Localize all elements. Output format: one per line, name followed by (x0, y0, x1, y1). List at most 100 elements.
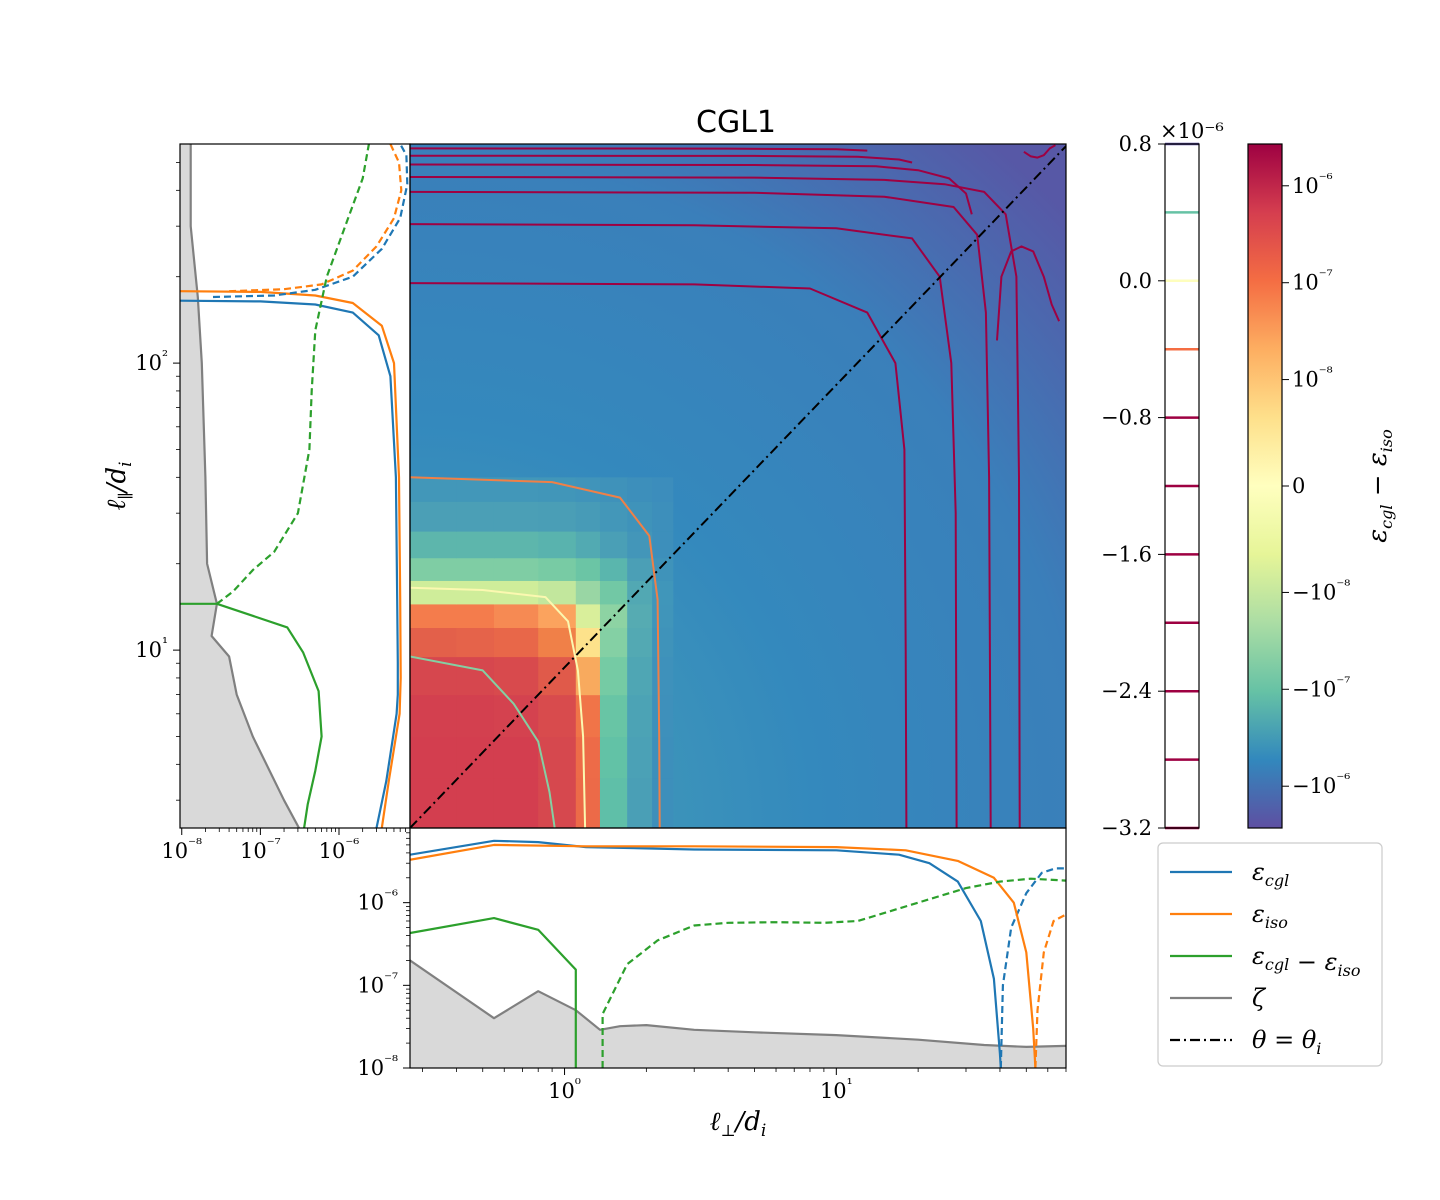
legend-item-eps-cgl: εcgl (1170, 858, 1289, 890)
heatmap-cell (575, 736, 601, 779)
heatmap-cell (627, 694, 653, 738)
legend-label: ζ (1252, 984, 1267, 1012)
bottom-panel: 10⁰ 10¹ 10⁻⁸ 10⁻⁷ 10⁻⁶ ℓ⊥/di (357, 827, 1067, 1141)
heatmap-cell (652, 694, 674, 738)
bottom-series-zeta (410, 959, 1066, 1048)
heatmap-cell (456, 777, 495, 828)
level-bar-multiplier: ×10⁻⁶ (1160, 119, 1224, 143)
bottom-frame (409, 827, 1067, 1069)
heatmap-cell (410, 477, 457, 502)
chart-title: CGL1 (696, 105, 776, 140)
heatmap-cell (538, 531, 577, 559)
contour-line (996, 245, 1061, 341)
left-series-orange_solid (180, 290, 402, 828)
left-x-tick-label: 10⁻⁸ (161, 835, 202, 863)
heatmap-cell (410, 627, 457, 658)
zeta-fill-left (180, 144, 299, 828)
heatmap-cell (599, 627, 628, 658)
heatmap-cell (410, 694, 457, 738)
colorbar-tick-label: 0 (1292, 474, 1305, 498)
value-colorbar: 10⁻⁶ 10⁻⁷ 10⁻⁸ 0 −10⁻⁸ −10⁻⁷ −10⁻⁶ εcgl − εiso (1247, 143, 1396, 829)
left-x-tick-label: 10⁻⁶ (319, 835, 360, 863)
heatmap-cell (493, 501, 539, 532)
heatmap-cell (456, 736, 495, 779)
left-series-blue_dashed (212, 144, 409, 299)
heatmap-cell (410, 656, 457, 696)
heatmap-cell (456, 501, 495, 532)
heatmap-cell (538, 557, 577, 581)
heatmap-cell (652, 603, 674, 628)
contour-line (410, 586, 587, 828)
y-axis-label: ℓ∥/di (102, 461, 136, 510)
heatmap-cell (599, 557, 628, 581)
heatmap-cell (652, 736, 674, 779)
legend-item-theta: θ = θi (1170, 1026, 1321, 1058)
heatmap-cell (538, 736, 577, 779)
main-heatmap (409, 143, 1067, 829)
bottom-series-blue_solid (410, 839, 1002, 1068)
contour-line (410, 476, 661, 828)
heatmap-cell (575, 580, 601, 605)
heatmap-cell (575, 557, 601, 581)
heatmap-cell (652, 627, 674, 658)
contour-line (410, 154, 913, 164)
heatmap-cell (627, 603, 653, 628)
heatmap-cell (456, 477, 495, 502)
heatmap-cell (652, 477, 674, 502)
bottom-series-green_dashed (601, 877, 1066, 1068)
heatmap-cell (627, 656, 653, 696)
left-panel: 10⁻⁸ 10⁻⁷ 10⁻⁶ 10¹ 10² ℓ∥/di (102, 143, 411, 863)
left-x-tick-label: 10⁻⁷ (240, 835, 281, 863)
bottom-series-orange_dashed (1034, 913, 1066, 1068)
left-series-green_dashed (216, 144, 370, 605)
heatmap-cell (410, 557, 457, 581)
colorbar-tick-label: −10⁻⁶ (1292, 770, 1350, 798)
heatmap-cell (652, 531, 674, 559)
legend-item-eps-diff: εcgl − εiso (1170, 942, 1360, 980)
contour-line (410, 223, 958, 828)
heatmap-cell (493, 557, 539, 581)
heatmap-cell (627, 557, 653, 581)
contour-line (410, 176, 1021, 828)
heatmap-cell (652, 777, 674, 828)
heatmap-cell (493, 777, 539, 828)
heatmap-cell (456, 627, 495, 658)
colorbar-label: εcgl − εiso (1363, 429, 1396, 543)
contour-line (410, 163, 973, 215)
heatmap-cell (456, 557, 495, 581)
contour-line (410, 190, 992, 828)
heatmap-cell (410, 501, 457, 532)
heatmap-cell (456, 531, 495, 559)
heatmap-cell (410, 531, 457, 559)
contour-line (1023, 144, 1056, 159)
legend-item-zeta: ζ (1170, 984, 1267, 1012)
heatmap-cell (652, 557, 674, 581)
colorbar-tick-label: 10⁻⁷ (1292, 267, 1333, 295)
bottom-y-tick-label: 10⁻⁶ (357, 887, 398, 915)
heatmap-cell (599, 580, 628, 605)
bottom-series-blue_dashed (999, 867, 1066, 1068)
legend-box (1157, 842, 1383, 1067)
level-tick-label: −3.2 (1101, 816, 1152, 840)
heatmap-cell (575, 777, 601, 828)
heatmap-cell (456, 694, 495, 738)
left-series-orange_dashed (229, 144, 403, 293)
legend-label: θ = θi (1252, 1026, 1321, 1058)
heatmap-cell (493, 603, 539, 628)
colorbar-tick-label: −10⁻⁸ (1292, 576, 1350, 604)
heatmap-cell (538, 656, 577, 696)
heatmap-cell (599, 694, 628, 738)
level-tick-label: 0.0 (1119, 269, 1152, 293)
x-tick-label: 10¹ (820, 1075, 853, 1103)
heatmap-cell (627, 477, 653, 502)
bottom-y-tick-label: 10⁻⁸ (357, 1052, 398, 1080)
heatmap-cell (627, 736, 653, 779)
heatmap-cell (627, 501, 653, 532)
heatmap-cell (575, 501, 601, 532)
heatmap-cell (575, 603, 601, 628)
heatmap-cell (538, 501, 577, 532)
heatmap-cell (627, 580, 653, 605)
bottom-series-orange_solid (410, 843, 1037, 1068)
diagonal-theta-line (410, 145, 1066, 828)
